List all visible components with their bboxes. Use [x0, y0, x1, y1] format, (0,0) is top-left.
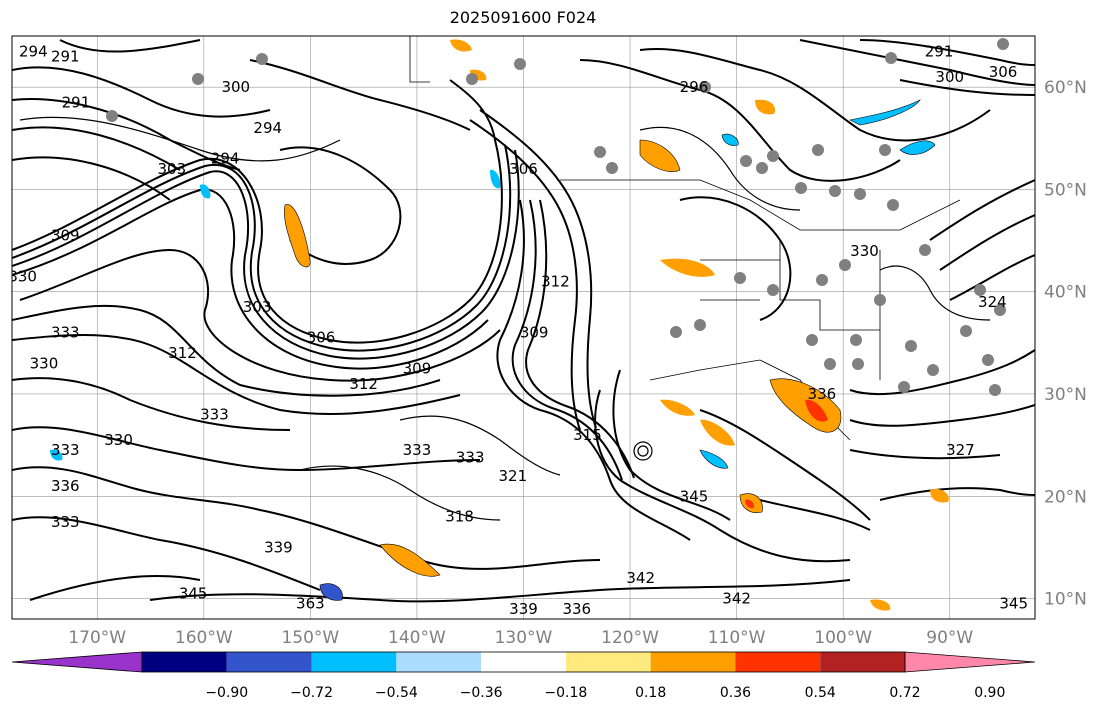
- contour-label: 294: [211, 150, 240, 168]
- contour-label: 315: [573, 426, 602, 444]
- contour-label: 303: [243, 298, 272, 316]
- contour-label: 336: [562, 600, 591, 618]
- contour-label: 333: [51, 513, 80, 531]
- lon-tick-label: 130°W: [495, 628, 553, 648]
- political-boundaries: [409, 36, 961, 441]
- colorbar-bin: [650, 652, 736, 672]
- colorbar-bin: [396, 652, 482, 672]
- colorbar-tick-label: 0.18: [635, 685, 666, 701]
- colorbar-frame: [141, 651, 906, 673]
- colorbar-tick-label: −0.72: [290, 685, 333, 701]
- colorbar-tick-label: −0.18: [544, 685, 587, 701]
- contour-label: 306: [509, 160, 538, 178]
- contour-label: 330: [850, 242, 879, 260]
- contour-label: 342: [722, 590, 751, 608]
- contour-label: 345: [680, 487, 709, 505]
- contour-label: 333: [403, 441, 432, 459]
- colorbar-tick-label: −0.36: [460, 685, 503, 701]
- colorbar-tick-label: 0.36: [720, 685, 751, 701]
- contour-label: 291: [62, 93, 91, 111]
- contour-label: 291: [925, 42, 954, 60]
- station-markers: [106, 38, 1009, 396]
- contour-label: 312: [349, 375, 378, 393]
- lon-tick-label: 100°W: [814, 628, 872, 648]
- colorbar-bin: [226, 652, 312, 672]
- colorbar-bin: [481, 652, 566, 672]
- contour-label: 294: [19, 42, 48, 60]
- contour-label: 324: [978, 293, 1007, 311]
- contour-label: 312: [541, 272, 570, 290]
- contour-label: 336: [808, 385, 837, 403]
- colorbar-tick-label: 0.54: [805, 685, 836, 701]
- map-area: 294 2912913002943032943093303033063333123…: [8, 36, 1035, 619]
- colorbar-max-extend: [904, 651, 1036, 673]
- colorbar-tick-label: −0.90: [205, 685, 248, 701]
- colorbar-bin: [820, 652, 905, 672]
- lat-tick-label: 60°N: [1044, 78, 1087, 98]
- colorbar-bin: [311, 652, 397, 672]
- lon-tick-label: 90°W: [926, 628, 973, 648]
- contour-label: 339: [509, 600, 538, 618]
- colorbar-bin: [735, 652, 821, 672]
- contour-label: 300: [935, 68, 964, 86]
- contour-label: 309: [51, 226, 80, 244]
- contour-label: 306: [989, 63, 1018, 81]
- contour-label: 306: [307, 329, 336, 347]
- contour-label: 330: [30, 354, 59, 372]
- colorbar-bin: [142, 652, 227, 672]
- colorbar-min-extend: [11, 651, 143, 673]
- contour-labels: 294 2912913002943032943093303033063333123…: [8, 42, 1028, 618]
- contour-label: 300: [221, 78, 250, 96]
- lat-tick-label: 40°N: [1044, 283, 1087, 303]
- contour-label: 312: [168, 344, 197, 362]
- contour-label: 345: [999, 595, 1028, 613]
- lon-tick-label: 160°W: [175, 628, 233, 648]
- colorbar-tick-label: −0.54: [375, 685, 418, 701]
- contour-label: 330: [104, 431, 133, 449]
- contour-label: 309: [520, 324, 549, 342]
- contour-label: 330: [8, 267, 37, 285]
- colorbar-tick-label: 0.72: [889, 685, 920, 701]
- contour-label: 333: [51, 324, 80, 342]
- omega-shading: [50, 39, 949, 611]
- longitude-axis: 170°W 160°W 150°W 140°W 130°W 120°W 110°W 100°W…: [68, 628, 973, 648]
- contour-label: 294: [253, 119, 282, 137]
- contour-label: 339: [264, 538, 293, 556]
- contour-label: 345: [179, 584, 208, 602]
- colorbar: −0.90 −0.72 −0.54 −0.36 −0.18 0.18 0.36 0.54 0.7…: [11, 651, 1036, 701]
- lon-tick-label: 170°W: [68, 628, 126, 648]
- lon-tick-label: 140°W: [388, 628, 446, 648]
- lat-tick-label: 50°N: [1044, 180, 1087, 200]
- contour-label: 327: [946, 441, 975, 459]
- lat-tick-label: 30°N: [1044, 385, 1087, 405]
- lon-tick-label: 110°W: [708, 628, 766, 648]
- contour-label: 291: [51, 47, 80, 65]
- colorbar-tick-label: 0.90: [974, 685, 1005, 701]
- lon-tick-label: 150°W: [281, 628, 339, 648]
- contour-label: 303: [158, 160, 187, 178]
- lat-tick-label: 10°N: [1044, 590, 1087, 610]
- contour-label: 321: [499, 467, 528, 485]
- contour-label: 333: [456, 448, 485, 466]
- lat-tick-label: 20°N: [1044, 487, 1087, 507]
- lon-tick-label: 120°W: [601, 628, 659, 648]
- colorbar-bin: [565, 652, 651, 672]
- map-title: 2025091600 F024: [449, 8, 597, 27]
- contour-label: 333: [200, 405, 229, 423]
- contour-label: 309: [403, 359, 432, 377]
- contour-label: 333: [51, 441, 80, 459]
- contour-lines-thin: [19, 116, 991, 521]
- map-frame: [11, 35, 1036, 620]
- contour-label: 363: [296, 595, 325, 613]
- contour-lines: [12, 39, 1035, 603]
- contour-label: 318: [445, 508, 474, 526]
- contour-label: 296: [680, 78, 709, 96]
- latitude-axis: 60°N 50°N 40°N 30°N 20°N 10°N: [1044, 78, 1087, 609]
- contour-label: 342: [626, 569, 655, 587]
- contour-label: 336: [51, 477, 80, 495]
